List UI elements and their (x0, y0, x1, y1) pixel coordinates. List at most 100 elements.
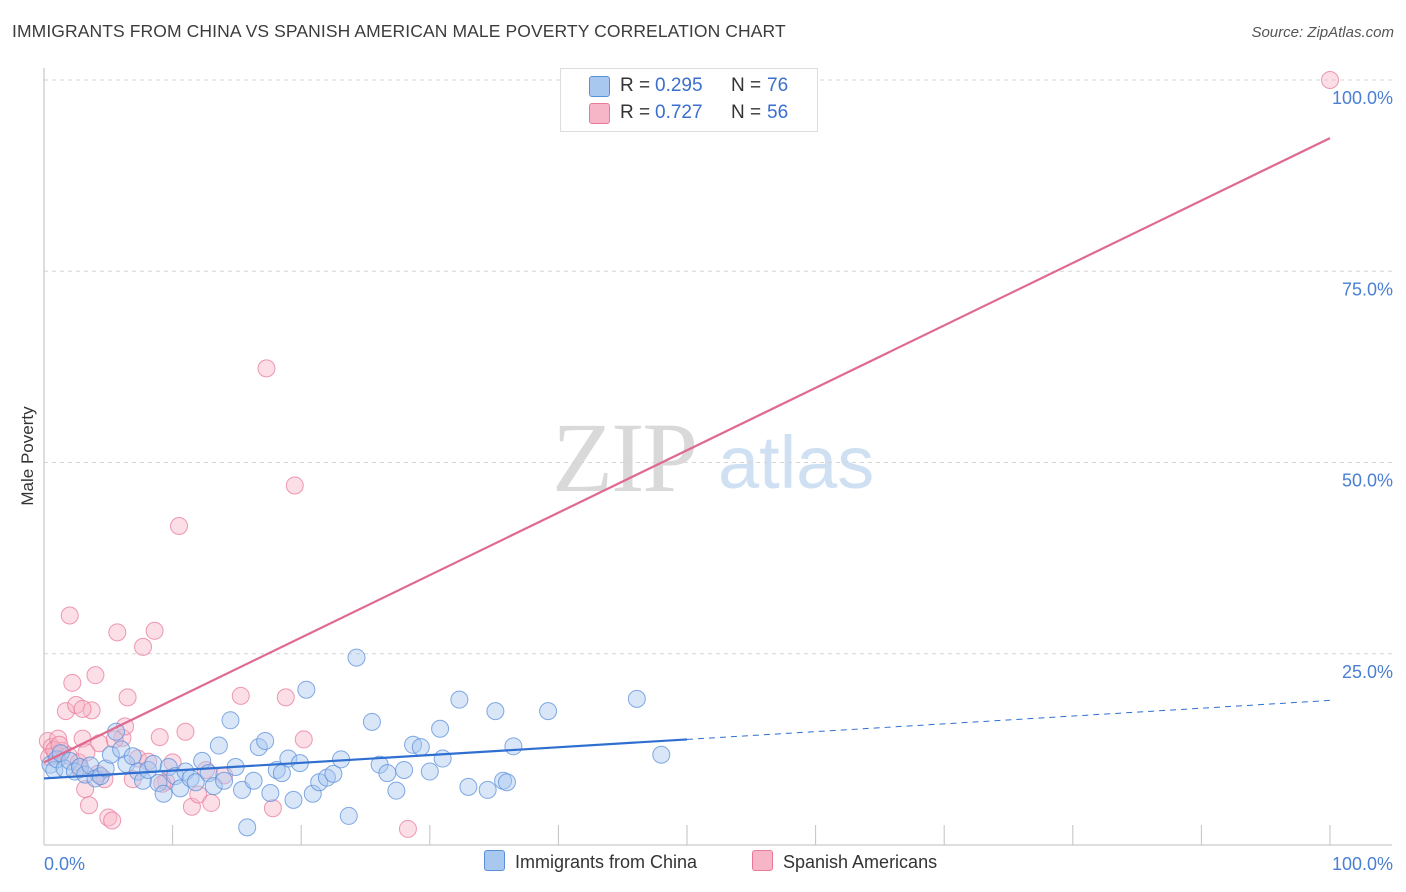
r-value-china: 0.295 (655, 75, 703, 96)
spanish-point (257, 359, 276, 378)
legend-swatch-china (589, 76, 610, 97)
china-trend-line (43, 738, 688, 780)
legend-label-china: Immigrants from China (515, 852, 698, 872)
china-point (433, 749, 452, 768)
spanish-point (398, 819, 417, 838)
n-label: N = (731, 102, 762, 123)
legend-swatch-spanish (589, 103, 610, 124)
china-point (221, 711, 240, 730)
china-point (96, 759, 115, 778)
spanish-point (150, 728, 169, 747)
spanish-point (63, 673, 82, 692)
n-value-china: 76 (767, 75, 789, 96)
china-point (149, 774, 168, 793)
china-point (431, 719, 450, 738)
n-label: N = (731, 75, 762, 96)
china-point (60, 751, 79, 770)
china-point (411, 738, 430, 757)
source-label: Source: ZipAtlas.com (1251, 24, 1394, 41)
china-point (238, 818, 257, 837)
china-point (420, 762, 439, 781)
china-point (478, 780, 497, 799)
china-point (267, 761, 286, 780)
spanish-point (118, 688, 137, 707)
spanish-point (105, 730, 124, 749)
china-trend-extension (686, 699, 1331, 740)
china-point (186, 773, 205, 792)
spanish-point (231, 686, 250, 705)
china-point (261, 783, 280, 802)
china-point (139, 761, 158, 780)
china-point (450, 690, 469, 709)
spanish-point (108, 623, 127, 642)
china-point (209, 736, 228, 755)
tick-label-layer: 25.0% 50.0% 75.0% 100.0% 0.0% 100.0% (44, 88, 1393, 874)
spanish-point (80, 796, 99, 815)
spanish-point (276, 688, 295, 707)
china-point (459, 777, 478, 796)
china-point (395, 761, 414, 780)
y-tick-label: 75.0% (1342, 279, 1393, 299)
china-point (539, 702, 558, 721)
spanish-point (294, 730, 313, 749)
x-tick-label: 100.0% (1332, 854, 1393, 874)
china-point (284, 790, 303, 809)
spanish-point (202, 793, 221, 812)
r-label: R = (620, 75, 651, 96)
r-label: R = (620, 102, 651, 123)
legend-item-spanish[interactable]: Spanish Americans (752, 850, 937, 873)
y-tick-label: 100.0% (1332, 88, 1393, 108)
china-point (101, 745, 120, 764)
china-point (324, 764, 343, 783)
spanish-point (73, 699, 92, 718)
china-point (303, 784, 322, 803)
axis-layer (43, 68, 1392, 846)
spanish-point (263, 799, 282, 818)
spanish-trend-line (43, 137, 1331, 764)
china-point (297, 680, 316, 699)
points-layer (38, 71, 1339, 838)
legend-swatch-china (484, 850, 505, 871)
china-point (387, 781, 406, 800)
spanish-point (103, 811, 122, 830)
legend-item-china[interactable]: Immigrants from China (484, 850, 697, 873)
trend-layer (43, 137, 1331, 780)
chart-title: IMMIGRANTS FROM CHINA VS SPANISH AMERICA… (12, 21, 786, 41)
china-point (339, 806, 358, 825)
china-point (486, 702, 505, 721)
china-point (497, 773, 516, 792)
legend-label-spanish: Spanish Americans (783, 852, 938, 872)
n-value-spanish: 56 (767, 102, 789, 123)
correlation-legend: R = 0.295 N = 76 R = 0.727 N = 56 (560, 68, 818, 132)
spanish-point (86, 666, 105, 685)
spanish-point (49, 729, 68, 748)
spanish-point (134, 637, 153, 656)
spanish-point (145, 621, 164, 640)
china-point (362, 712, 381, 731)
spanish-point (60, 606, 79, 625)
china-point (112, 740, 131, 759)
china-point (504, 737, 523, 756)
china-point (378, 764, 397, 783)
china-point (244, 771, 263, 790)
china-point (347, 648, 366, 667)
grid-layer (44, 79, 1392, 655)
spanish-point (82, 701, 101, 720)
china-point (107, 722, 126, 741)
x-tick-label: 0.0% (44, 854, 85, 874)
china-point (256, 731, 275, 750)
china-point (215, 771, 234, 790)
china-point (144, 754, 163, 773)
y-tick-label: 25.0% (1342, 662, 1393, 682)
r-value-spanish: 0.727 (655, 102, 703, 123)
legend-swatch-spanish (752, 850, 773, 871)
spanish-point (170, 516, 189, 535)
spanish-point (285, 476, 304, 495)
china-point (123, 747, 142, 766)
spanish-point (176, 722, 195, 741)
china-point (652, 745, 671, 764)
china-point (204, 777, 223, 796)
china-point (154, 784, 173, 803)
spanish-point (1321, 71, 1339, 89)
